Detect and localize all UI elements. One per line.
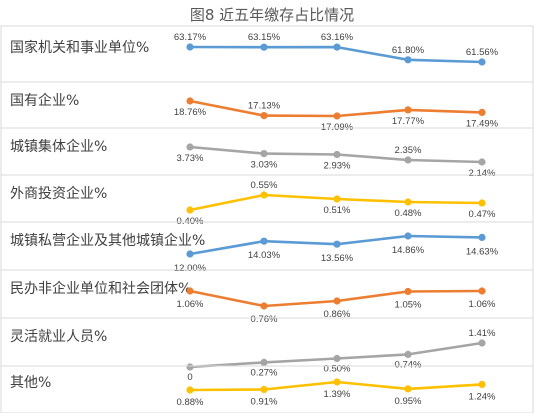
panel-6: 民办非企业单位和社会团体% 1.06% 0.76% 0.86% 1.05% 1.06% [0,269,534,325]
data-point [186,43,194,51]
data-point [186,97,194,105]
series-label: 国家机关和事业单位% [10,39,149,56]
data-point [333,112,341,120]
data-label: 1.05% [395,300,422,311]
data-label: 63.17% [174,32,207,43]
data-point [333,240,341,248]
panel-7: 灵活就业人员% 0 0.27% 0.50% 0.74% 1.41% [0,317,534,383]
series-label: 民办非企业单位和社会团体% [10,280,191,297]
series-label: 城镇私营企业及其他城镇企业% [10,232,205,249]
data-label: 0.91% [251,397,278,408]
data-label: 1.24% [469,391,496,402]
data-label: 2.93% [324,161,351,172]
data-point [186,363,194,371]
data-point [478,339,486,347]
data-point [333,378,341,386]
data-point [404,350,412,358]
data-point [186,206,194,214]
series-label: 外商投资企业% [10,185,107,202]
data-label: 0.55% [251,180,278,191]
data-label: 3.73% [177,153,204,164]
data-point [260,43,268,51]
data-point [478,233,486,241]
data-point [404,385,412,393]
data-label: 14.03% [248,250,281,261]
data-point [404,106,412,114]
data-label: 14.63% [466,246,499,257]
series-label: 城镇集体企业% [10,138,107,155]
data-label: 0 [187,372,192,383]
series-label: 国有企业% [10,92,79,109]
data-label: 12.00% [174,263,207,274]
panel-3: 城镇集体企业% 3.73% 3.03% 2.93% 2.35% 2.14% [0,127,534,179]
data-label: 2.35% [395,145,422,156]
panel-4: 外商投资企业%0.40%0.55%0.51% 0.48% 0.47% [0,174,534,227]
data-point [186,287,194,295]
data-point [478,199,486,207]
data-label: 0.95% [395,396,422,407]
data-label: 1.39% [324,389,351,400]
data-label: 1.06% [469,299,496,310]
data-point [404,287,412,296]
data-label: 2.14% [469,168,496,179]
data-label: 14.86% [392,245,425,256]
data-label: 18.76% [174,107,207,118]
data-point [333,354,341,363]
data-label: 63.15% [248,32,281,43]
data-label: 17.77% [392,116,425,127]
data-point [478,287,486,295]
data-point [404,156,412,164]
data-label: 13.56% [321,253,354,264]
data-point [404,232,412,240]
data-point [260,112,268,120]
data-point [186,386,194,394]
panel-frame [0,365,534,413]
data-point [333,195,341,203]
data-point [404,56,412,64]
panel-5: 城镇私营企业及其他城镇企业% 12.00% 14.03% 13.56% 14.86% 14… [0,221,534,274]
data-point [260,191,268,199]
data-label: 0.76% [251,314,278,325]
panel-2: 国有企业%18.76%17.13%17.09%17.77% 17.49% [0,81,534,133]
data-label: 0.50% [324,364,351,375]
data-label: 3.03% [251,160,278,171]
data-label: 63.16% [321,32,354,43]
data-point [333,150,341,159]
data-label: 0.27% [251,367,278,378]
data-label: 0.88% [177,397,204,408]
data-label: 0.47% [469,209,496,220]
data-label: 1.06% [177,299,204,310]
data-label: 61.80% [392,45,425,56]
data-label: 61.56% [466,47,499,58]
data-point [478,108,486,116]
data-point [260,237,268,245]
panel-1: 国家机关和事业单位% 63.17% 63.15% 63.16% 61.80% 61.56% [0,25,534,83]
chart-title: 图8 近五年缴存占比情况 [190,6,354,24]
series-label: 灵活就业人员% [10,329,107,345]
data-point [478,58,486,66]
series-label: 其他% [10,375,51,391]
data-label: 0.48% [395,208,422,219]
data-point [260,150,268,158]
data-point [333,43,341,51]
data-point [186,250,194,258]
data-point [478,158,486,166]
data-point [260,385,268,394]
data-point [333,297,341,305]
data-label: 17.49% [466,118,499,129]
data-label: 17.13% [248,101,281,112]
data-label: 0.86% [324,309,351,320]
data-point [404,198,412,206]
data-point [186,143,194,151]
data-label: 1.41% [469,328,496,339]
data-label: 0.74% [395,359,422,370]
data-point [260,358,268,366]
panels: 国家机关和事业单位% 63.17% 63.15% 63.16% 61.80% 61.56%… [0,25,534,413]
panel-8: 其他% 0.88% 0.91% 1.39% 0.95% 1.24% [0,365,534,413]
data-point [260,302,268,310]
data-point [478,380,486,388]
data-label: 0.51% [324,205,351,216]
